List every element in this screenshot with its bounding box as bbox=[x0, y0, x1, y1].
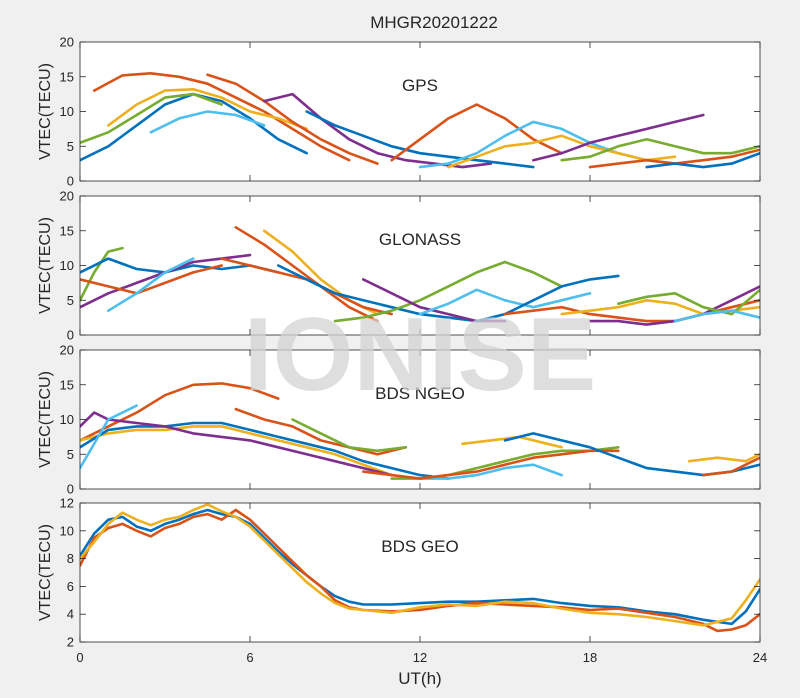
panel-annotation: GPS bbox=[402, 76, 438, 95]
series-line-9 bbox=[418, 463, 564, 480]
panel-annotation: GLONASS bbox=[379, 230, 461, 249]
series-line-10 bbox=[333, 260, 564, 323]
series-line-12 bbox=[531, 113, 705, 162]
y-tick-label: 20 bbox=[60, 35, 74, 50]
y-tick-label: 5 bbox=[67, 293, 74, 308]
x-tick-label: 18 bbox=[583, 650, 597, 665]
series-line-14 bbox=[701, 456, 760, 477]
y-tick-label: 15 bbox=[60, 377, 74, 392]
series-line-8 bbox=[305, 110, 535, 169]
plot-area bbox=[80, 42, 760, 181]
watermark-text: IONISE bbox=[244, 297, 597, 413]
series-line-2 bbox=[80, 508, 760, 633]
y-tick-label: 10 bbox=[60, 104, 74, 119]
series-group bbox=[80, 503, 760, 633]
series-group bbox=[80, 226, 760, 326]
y-axis-label: VTEC(TECU) bbox=[37, 524, 54, 621]
y-tick-label: 15 bbox=[60, 69, 74, 84]
series-line-11 bbox=[361, 449, 620, 480]
series-line-6 bbox=[149, 110, 266, 134]
x-tick-label: 6 bbox=[246, 650, 253, 665]
y-tick-label: 10 bbox=[60, 412, 74, 427]
series-line-11 bbox=[446, 134, 677, 169]
y-tick-label: 0 bbox=[67, 174, 74, 189]
series-group bbox=[80, 72, 760, 169]
series-group bbox=[80, 382, 760, 480]
panel-1: 0 5 10 15 20 VTEC(TECU) GPS bbox=[37, 35, 761, 189]
y-tick-label: 0 bbox=[67, 328, 74, 343]
y-tick-label: 10 bbox=[60, 258, 74, 273]
x-tick-label: 12 bbox=[413, 650, 427, 665]
panel-2: 0 5 10 15 20 VTEC(TECU) GLONASS bbox=[37, 189, 761, 343]
plot-area bbox=[80, 503, 760, 642]
panel-3: 0 5 10 15 20 VTEC(TECU) BDS NGEO bbox=[37, 343, 761, 497]
series-line-9 bbox=[276, 264, 479, 323]
series-line-5 bbox=[107, 257, 195, 313]
figure-title: MHGR20201222 bbox=[370, 13, 498, 32]
y-tick-label: 6 bbox=[67, 579, 74, 594]
series-line-13 bbox=[475, 274, 620, 323]
panel-annotation: BDS NGEO bbox=[375, 384, 465, 403]
panel-annotation: BDS GEO bbox=[381, 537, 458, 556]
series-line-4 bbox=[80, 92, 223, 145]
series-line-17 bbox=[616, 288, 760, 316]
series-line-1 bbox=[80, 382, 280, 442]
series-line-13 bbox=[687, 452, 760, 463]
y-tick-label: 0 bbox=[67, 482, 74, 497]
plot-area bbox=[80, 350, 760, 489]
y-tick-label: 15 bbox=[60, 223, 74, 238]
y-tick-label: 8 bbox=[67, 551, 74, 566]
series-line-3 bbox=[80, 421, 450, 480]
series-line-6 bbox=[234, 407, 408, 456]
y-tick-label: 5 bbox=[67, 139, 74, 154]
x-tick-label: 0 bbox=[76, 650, 83, 665]
series-line-1 bbox=[92, 72, 351, 162]
y-axis-label: VTEC(TECU) bbox=[37, 217, 54, 314]
x-tick-label: 24 bbox=[753, 650, 767, 665]
series-line-15 bbox=[645, 151, 760, 169]
y-tick-label: 12 bbox=[60, 496, 74, 511]
y-tick-label: 5 bbox=[67, 447, 74, 462]
x-axis-label: UT(h) bbox=[398, 669, 441, 688]
series-line-4 bbox=[80, 264, 223, 295]
y-tick-label: 2 bbox=[67, 635, 74, 650]
series-line-1 bbox=[80, 508, 760, 626]
series-line-13 bbox=[560, 138, 760, 162]
y-axis-label: VTEC(TECU) bbox=[37, 371, 54, 468]
y-tick-label: 20 bbox=[60, 343, 74, 358]
series-line-6 bbox=[234, 226, 379, 323]
series-line-12 bbox=[418, 288, 592, 316]
y-tick-label: 20 bbox=[60, 189, 74, 204]
series-line-9 bbox=[390, 103, 564, 162]
series-line-3 bbox=[80, 503, 760, 627]
series-line-5 bbox=[206, 73, 379, 165]
series-line-2 bbox=[80, 425, 394, 477]
series-line-3 bbox=[107, 88, 309, 131]
series-line-7 bbox=[291, 418, 408, 453]
series-line-18 bbox=[673, 309, 760, 323]
y-tick-label: 4 bbox=[67, 607, 74, 622]
y-tick-label: 10 bbox=[60, 523, 74, 538]
series-line-2 bbox=[80, 257, 280, 274]
series-line-5 bbox=[80, 404, 138, 470]
y-axis-label: VTEC(TECU) bbox=[37, 63, 54, 160]
